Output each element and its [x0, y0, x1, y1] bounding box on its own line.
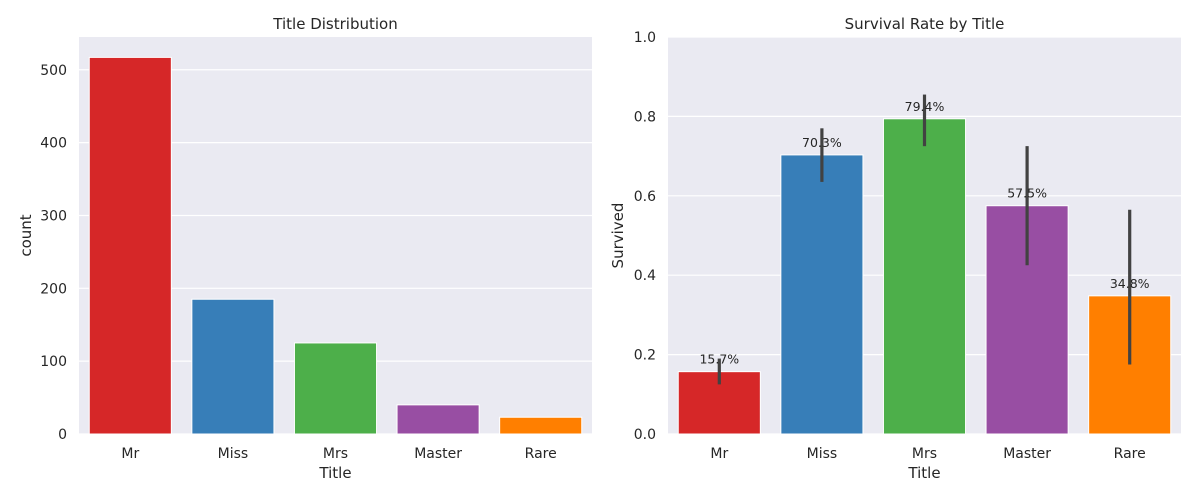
y-tick-label: 400 [40, 136, 67, 152]
x-tick-label: Miss [218, 446, 249, 462]
data-label: 34.8% [1110, 276, 1150, 291]
chart-title: Survival Rate by Title [845, 15, 1005, 33]
y-axis-label: count [17, 214, 35, 256]
x-tick-label: Mr [121, 446, 139, 462]
y-tick-label: 0.2 [634, 348, 656, 364]
y-tick-label: 0.8 [634, 109, 656, 125]
chart-title: Title Distribution [272, 15, 397, 33]
data-labels: 15.7% 70.3% 79.4% 57.5% 34.8% [699, 99, 1149, 367]
data-label: 57.5% [1007, 186, 1047, 201]
x-tick-label: Miss [807, 446, 838, 462]
bars [88, 56, 583, 435]
y-tick-label: 200 [40, 281, 67, 297]
bar [293, 342, 378, 435]
y-tick-labels: 0.0 0.2 0.4 0.6 0.8 1.0 [634, 30, 656, 443]
bars [677, 118, 1172, 435]
bar [191, 298, 275, 435]
x-tick-label: Master [1003, 446, 1051, 462]
bar [499, 416, 583, 435]
x-tick-label: Mr [710, 446, 728, 462]
data-label: 15.7% [699, 352, 739, 367]
data-label: 70.3% [802, 135, 842, 150]
y-tick-label: 500 [40, 63, 67, 79]
y-axis-label: Survived [609, 203, 627, 269]
x-axis-label: Title [318, 464, 351, 482]
x-tick-label: Rare [525, 446, 557, 462]
x-tick-label: Master [414, 446, 462, 462]
title-distribution-chart: 0 100 200 300 400 500 Mr Miss Mrs Master Rare Tit… [17, 15, 592, 482]
x-tick-labels: Mr Miss Mrs Master Rare [121, 446, 556, 462]
y-tick-label: 1.0 [634, 30, 656, 46]
x-tick-label: Mrs [912, 446, 937, 462]
bar [88, 56, 172, 435]
error-bars [717, 94, 1132, 385]
x-tick-label: Mrs [323, 446, 348, 462]
data-label: 79.4% [905, 99, 945, 114]
bar [396, 404, 480, 435]
survival-rate-chart: 15.7%70.3%79.4%57.5%34.8% 0.00.20.40.60.… [609, 15, 1181, 482]
x-axis-label: Title [907, 464, 940, 482]
y-tick-labels: 0 100 200 300 400 500 [40, 63, 67, 443]
x-tick-label: Rare [1114, 446, 1146, 462]
y-tick-label: 0.4 [634, 268, 656, 284]
y-tick-label: 100 [40, 354, 67, 370]
x-tick-labels: Mr Miss Mrs Master Rare [710, 446, 1145, 462]
y-tick-label: 0.0 [634, 427, 656, 443]
y-tick-label: 0.6 [634, 189, 656, 205]
y-tick-label: 300 [40, 208, 67, 224]
bar [780, 154, 864, 435]
y-tick-label: 0 [58, 427, 67, 443]
bar [882, 118, 967, 435]
